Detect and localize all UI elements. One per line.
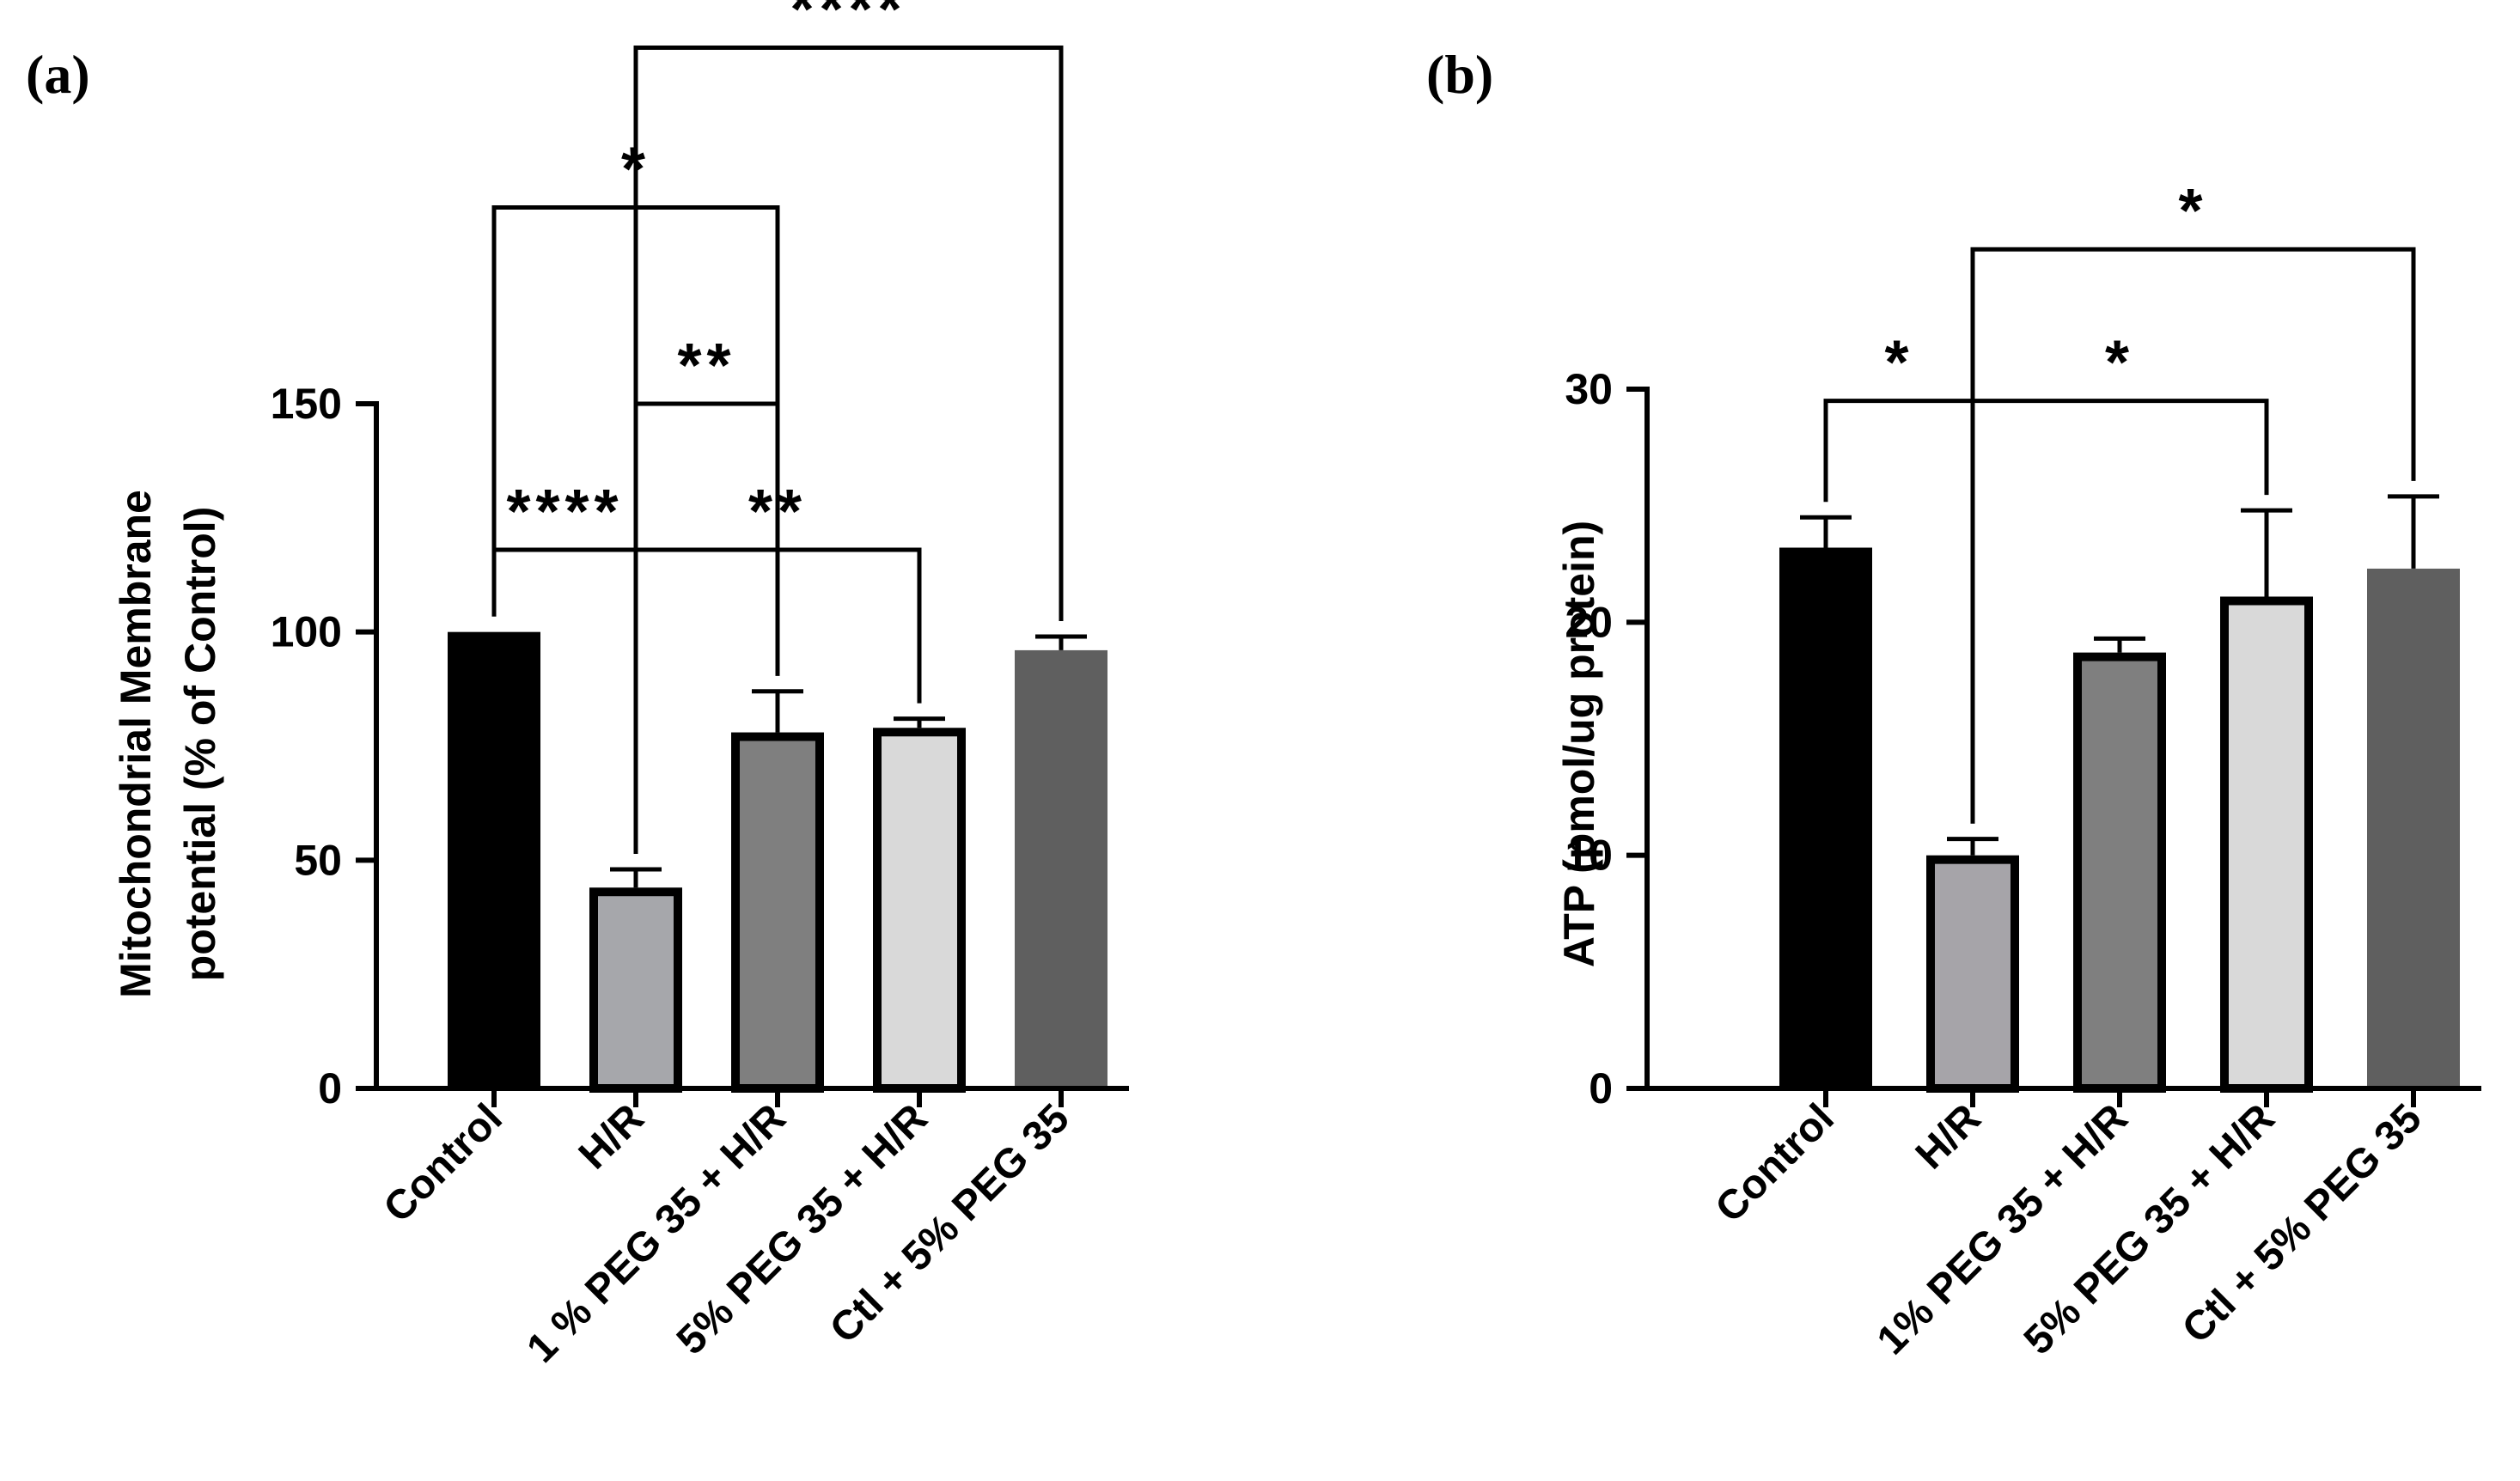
significance-bracket-2 bbox=[1970, 399, 2269, 824]
bar-1 bbox=[1926, 855, 2019, 1094]
significance-label: * bbox=[2105, 329, 2134, 398]
significance-label: ** bbox=[748, 478, 807, 546]
category-label: H/R bbox=[571, 1095, 653, 1178]
error-bar-1 bbox=[610, 867, 662, 888]
error-bar-2 bbox=[2094, 636, 2145, 653]
y-axis-title: ATP (pmol/ug protein) bbox=[1555, 521, 1603, 967]
y-tick-label: 50 bbox=[294, 836, 342, 884]
y-tick-label: 20 bbox=[1565, 598, 1613, 646]
category-label: Control bbox=[375, 1095, 511, 1231]
panel-b: (b) ATP (pmol/ug protein) 0 10 20 30 Control H/… bbox=[1426, 44, 2481, 1363]
panel-label: (b) bbox=[1426, 44, 1493, 105]
category-label: Control bbox=[1707, 1095, 1843, 1231]
bar-2 bbox=[731, 732, 824, 1093]
error-bar-4 bbox=[2388, 494, 2439, 569]
significance-label: * bbox=[2178, 177, 2207, 246]
y-tick-label: 0 bbox=[318, 1064, 342, 1112]
panel-a: (a) Mitochondrial Membrane potential (% of… bbox=[26, 0, 1129, 1372]
significance-label: **** bbox=[790, 0, 906, 45]
significance-bracket-0 bbox=[1970, 247, 2416, 824]
bar-4 bbox=[2367, 568, 2460, 1088]
significance-bracket-0 bbox=[633, 46, 1064, 854]
significance-label: **** bbox=[506, 478, 623, 546]
error-bar-3 bbox=[894, 716, 945, 728]
significance-label: ** bbox=[677, 332, 735, 400]
bar-2 bbox=[2073, 652, 2166, 1094]
error-bar-0 bbox=[1800, 515, 1852, 548]
bar-1 bbox=[589, 887, 682, 1094]
bar-3 bbox=[2220, 596, 2313, 1093]
y-tick-label: 10 bbox=[1565, 832, 1613, 880]
category-label: 5% PEG 35 + H/R bbox=[2016, 1095, 2284, 1363]
category-label: Ctl + 5% PEG 35 bbox=[821, 1095, 1078, 1352]
significance-label: * bbox=[1884, 329, 1913, 398]
bar-4 bbox=[1015, 649, 1107, 1088]
category-label: 5% PEG 35 + H/R bbox=[668, 1095, 937, 1363]
y-axis-title: potential (% of Control) bbox=[176, 507, 224, 982]
y-tick-label: 30 bbox=[1565, 365, 1613, 413]
error-bar-1 bbox=[1947, 837, 1998, 856]
y-axis-title: Mitochondrial Membrane bbox=[112, 490, 160, 998]
category-label: H/R bbox=[1907, 1095, 1990, 1178]
y-tick-label: 150 bbox=[271, 380, 342, 428]
error-bar-2 bbox=[752, 689, 803, 733]
y-tick-label: 0 bbox=[1589, 1064, 1613, 1112]
category-label: 1 % PEG 35 + H/R bbox=[518, 1095, 794, 1371]
y-tick-label: 100 bbox=[271, 608, 342, 656]
error-bar-4 bbox=[1035, 634, 1087, 650]
panel-label: (a) bbox=[26, 44, 90, 105]
bar-3 bbox=[873, 728, 966, 1093]
significance-bracket-4 bbox=[633, 547, 922, 854]
category-label: 1% PEG 35 + H/R bbox=[1869, 1095, 2137, 1363]
bar-0 bbox=[1779, 547, 1872, 1088]
bar-0 bbox=[448, 631, 540, 1088]
significance-label: * bbox=[621, 136, 650, 204]
error-bar-3 bbox=[2241, 508, 2292, 597]
